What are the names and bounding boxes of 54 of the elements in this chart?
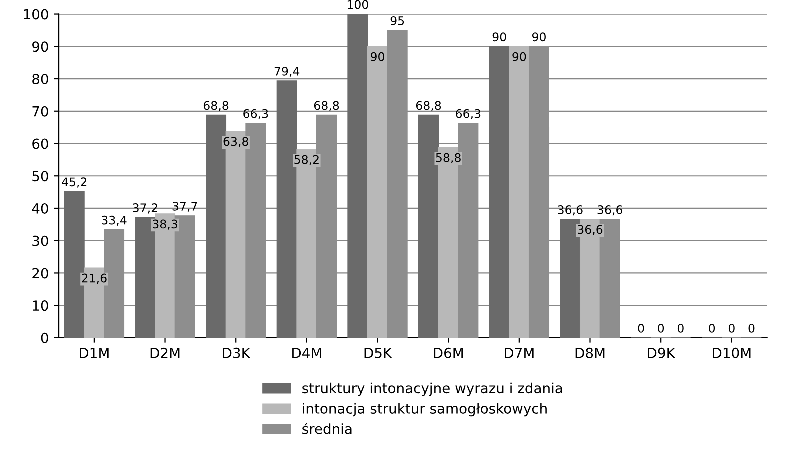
y-tick-label: 90 xyxy=(32,42,48,52)
y-tick-label: 10 xyxy=(33,300,48,312)
data-label: 33,4 xyxy=(102,216,127,226)
data-label: 90 xyxy=(492,32,506,42)
y-tick-label: 40 xyxy=(32,203,48,214)
y-tick-label: 60 xyxy=(32,138,48,150)
data-label: 21,6 xyxy=(82,274,107,284)
legend-label: struktury intonacyjne wyrazu i zdania xyxy=(302,382,562,396)
data-label: 0 xyxy=(658,324,664,333)
data-label: 66,3 xyxy=(456,109,481,120)
data-label: 0 xyxy=(728,324,735,333)
data-label: 45,2 xyxy=(62,178,87,188)
y-tick-label: 50 xyxy=(32,171,48,182)
x-tick-label: D9K xyxy=(648,348,676,358)
data-label: 63,8 xyxy=(224,137,248,148)
data-label: 66,3 xyxy=(244,109,268,120)
data-label: 95 xyxy=(390,16,404,26)
data-label: 0 xyxy=(678,324,684,333)
y-tick-label: 30 xyxy=(32,236,48,246)
x-tick-label: D3K xyxy=(223,348,251,358)
data-label: 90 xyxy=(370,52,384,62)
y-tick-label: 100 xyxy=(24,9,48,20)
x-tick-label: D7M xyxy=(505,348,534,358)
data-label: 90 xyxy=(512,52,526,62)
data-label: 0 xyxy=(638,324,644,333)
data-label: 0 xyxy=(748,324,755,333)
y-tick-label: 80 xyxy=(32,74,48,84)
data-label: 68,8 xyxy=(314,101,340,112)
data-label: 58,8 xyxy=(436,153,461,164)
legend-label: średnia xyxy=(302,423,352,434)
data-label: 68,8 xyxy=(416,101,442,112)
x-tick-label: D6M xyxy=(434,348,463,358)
data-label: 68,8 xyxy=(204,101,229,112)
x-tick-label: D4M xyxy=(292,348,322,358)
data-label: 36,6 xyxy=(578,225,603,236)
x-tick-label: D1M xyxy=(80,348,109,358)
x-tick-label: D5K xyxy=(364,348,392,358)
data-label: 100 xyxy=(348,0,368,10)
x-tick-label: D10M xyxy=(713,348,751,358)
x-tick-label: D2M xyxy=(150,348,180,358)
y-tick-label: 70 xyxy=(32,106,48,117)
y-tick-label: 0 xyxy=(41,332,48,344)
data-label: 58,2 xyxy=(294,155,319,166)
legend-label: intonacja struktur samogłoskowych xyxy=(303,403,547,417)
data-label: 36,6 xyxy=(558,206,583,216)
data-label: 0 xyxy=(709,324,716,333)
x-tick-label: D8M xyxy=(576,348,605,358)
data-label: 79,4 xyxy=(274,66,300,78)
data-label: 37,2 xyxy=(133,204,158,214)
data-label: 38,3 xyxy=(153,220,178,230)
data-label: 90 xyxy=(532,32,546,42)
data-label: 37,7 xyxy=(172,202,198,212)
y-tick-label: 20 xyxy=(32,268,48,279)
data-label: 36,6 xyxy=(598,206,622,216)
